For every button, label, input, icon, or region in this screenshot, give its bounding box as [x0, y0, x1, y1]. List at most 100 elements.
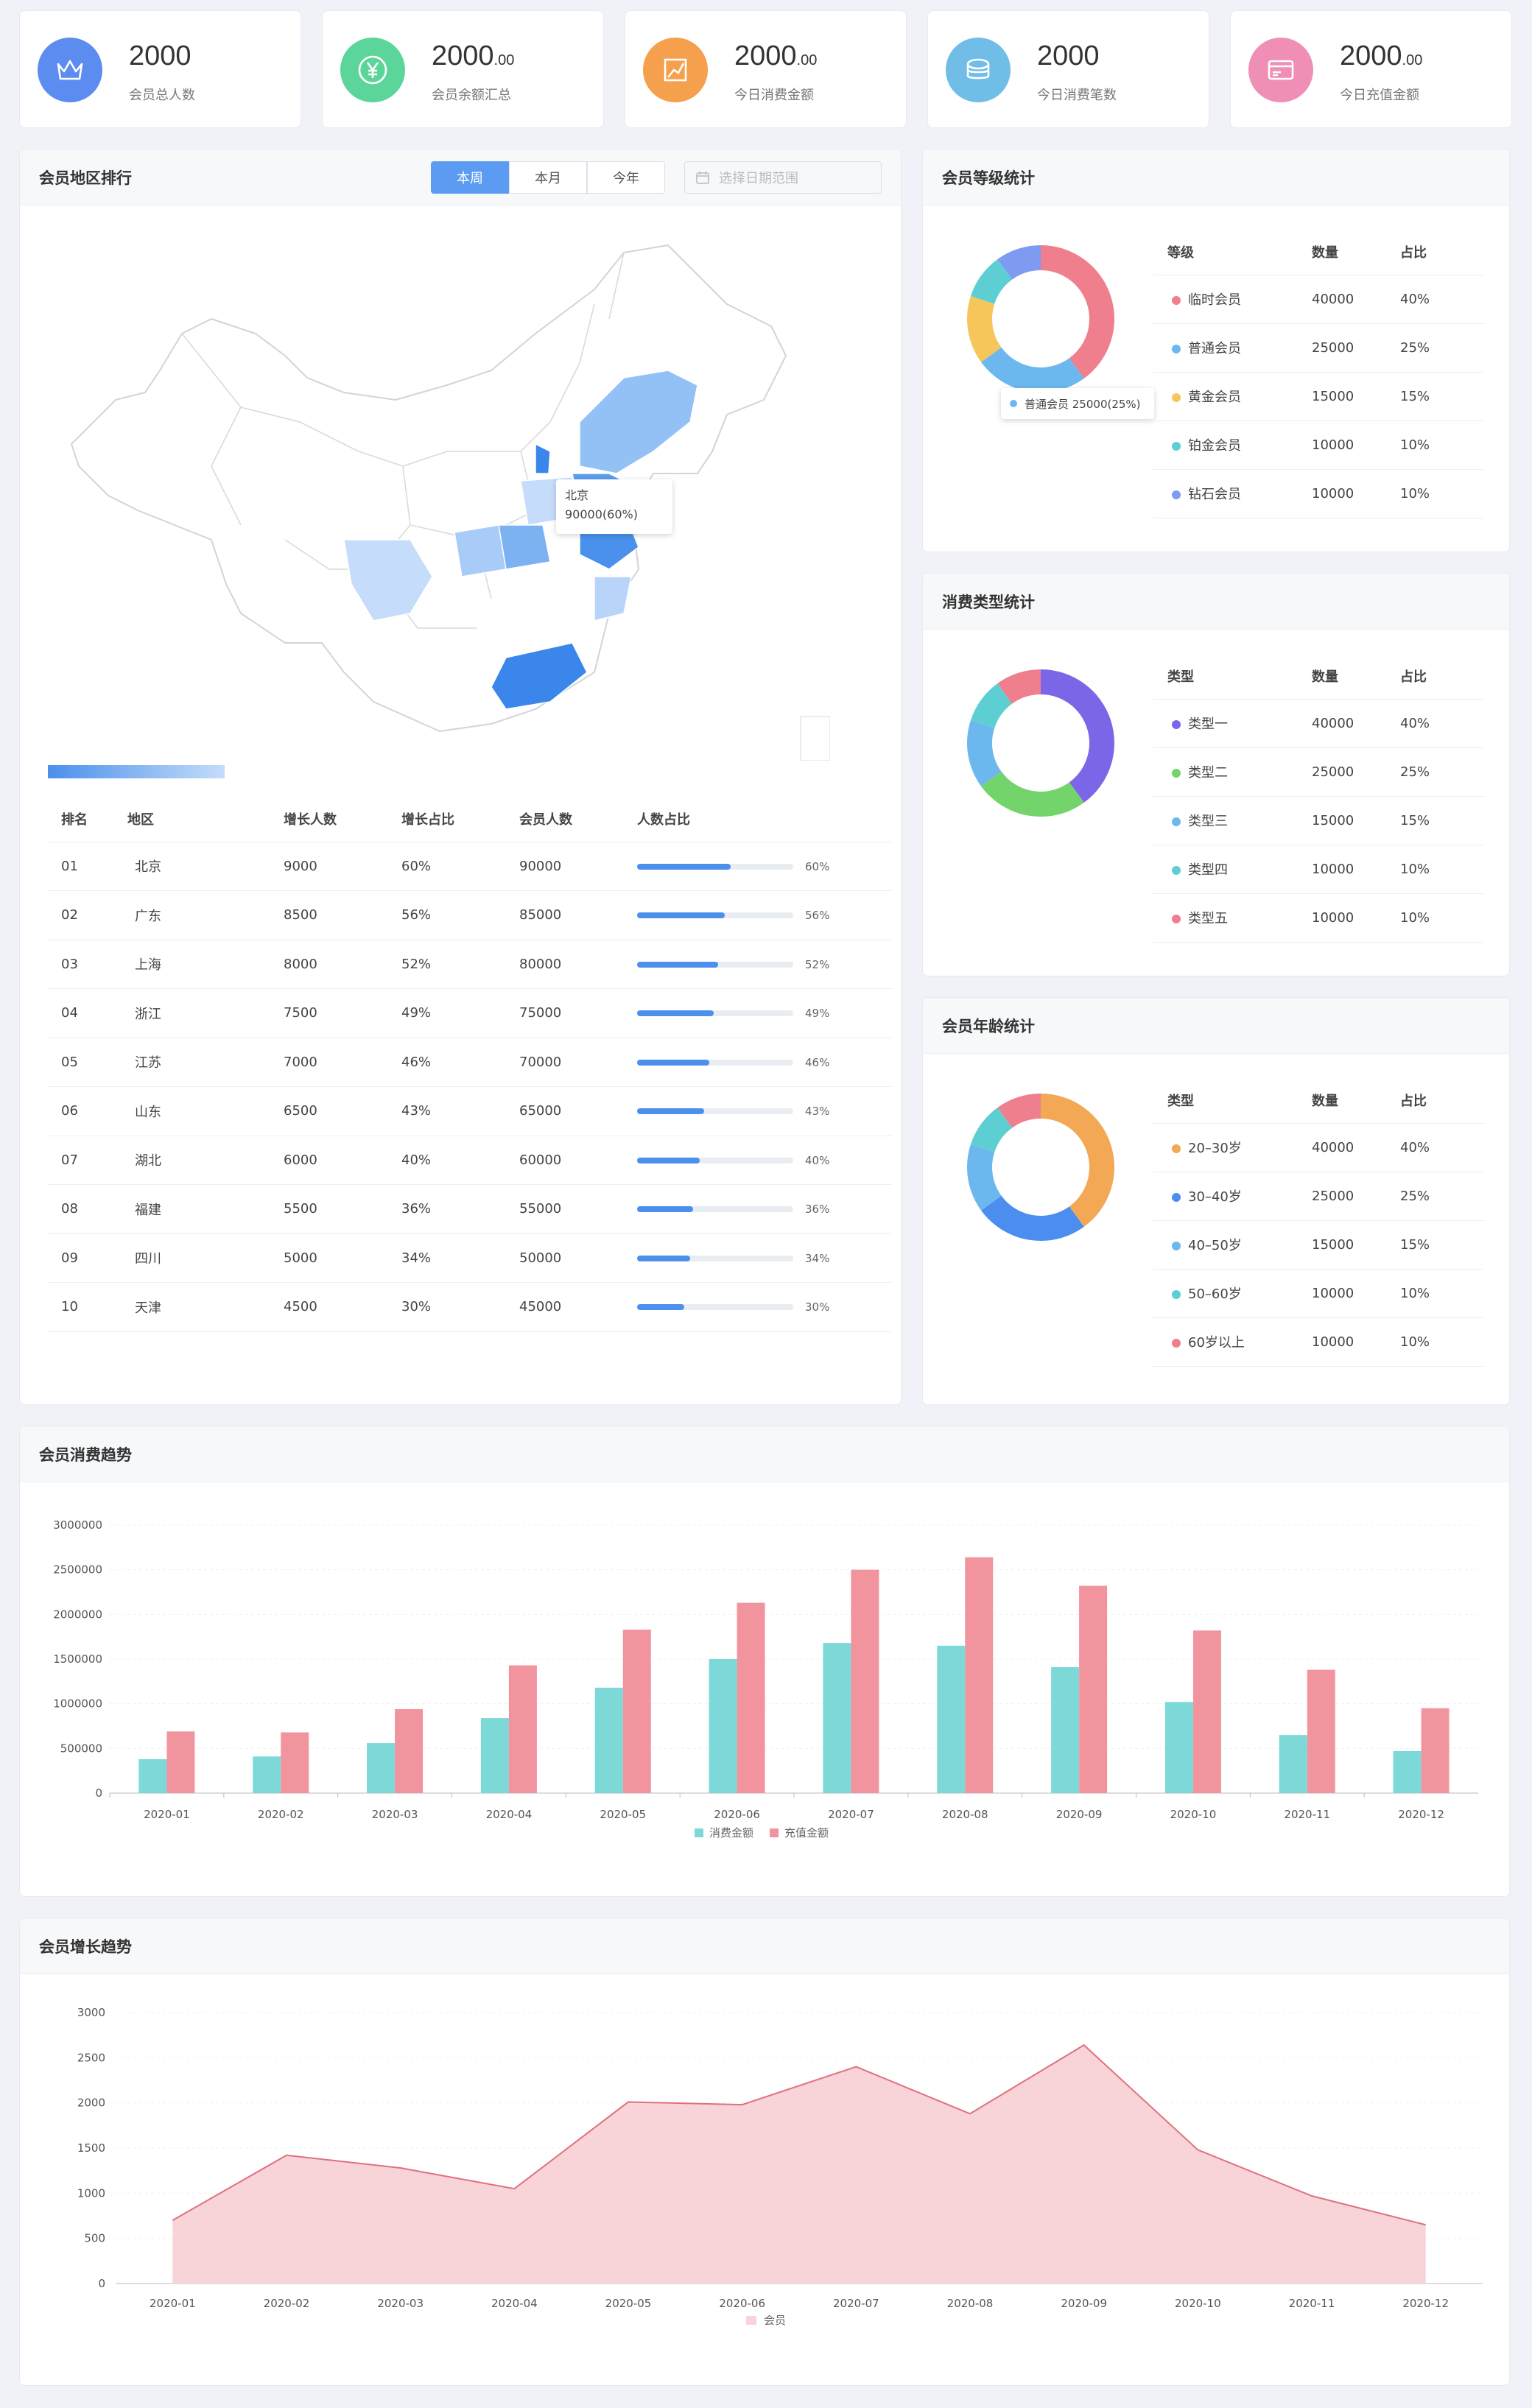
table-row[interactable]: 10 天津 4500 30% 45000 30%	[48, 1282, 892, 1332]
table-row[interactable]: 02 广东 8500 56% 85000 56%	[48, 890, 892, 940]
legend-row[interactable]: 40–50岁 15000 15%	[1153, 1220, 1484, 1270]
legend-row[interactable]: 50–60岁 10000 10%	[1153, 1269, 1484, 1318]
donut-slice[interactable]	[1041, 1094, 1114, 1227]
legend-row[interactable]: 铂金会员 10000 10%	[1153, 420, 1484, 470]
bar[interactable]	[1279, 1735, 1307, 1793]
legend-ratio: 10%	[1400, 1269, 1484, 1318]
progress-label: 36%	[805, 1203, 830, 1217]
tab-month[interactable]: 本月	[509, 161, 587, 194]
bar[interactable]	[937, 1645, 966, 1793]
x-tick-label: 2020-12	[1402, 2297, 1449, 2310]
bar[interactable]	[737, 1602, 765, 1793]
col-rank: 排名	[48, 796, 127, 842]
donut-slice[interactable]	[1041, 669, 1114, 803]
donut-slice[interactable]	[970, 1108, 1013, 1152]
legend-row[interactable]: 类型二 25000 25%	[1153, 747, 1484, 797]
legend-dot	[1172, 1193, 1181, 1202]
bar[interactable]	[1079, 1585, 1108, 1793]
progress-label: 46%	[805, 1055, 830, 1069]
table-row[interactable]: 08 福建 5500 36% 55000 36%	[48, 1184, 892, 1234]
bar[interactable]	[1164, 1702, 1193, 1793]
map-outline	[70, 244, 787, 733]
donut-slice[interactable]	[981, 347, 1084, 392]
donut-slice[interactable]	[997, 245, 1041, 280]
bar[interactable]	[1307, 1669, 1335, 1793]
donut-slice[interactable]	[997, 669, 1041, 704]
table-row[interactable]: 03 上海 8000 52% 80000 52%	[48, 940, 892, 989]
bar[interactable]	[508, 1665, 537, 1793]
bar[interactable]	[138, 1759, 167, 1793]
legend-row[interactable]: 类型三 15000 15%	[1153, 796, 1484, 845]
growth-area-chart[interactable]: 0 500 1000 1500 2000 2500 3000 2020-01 2020-02 20…	[20, 1974, 1511, 2384]
legend-label[interactable]: 充值金额	[784, 1826, 829, 1840]
donut-slice[interactable]	[981, 1195, 1084, 1241]
date-range-input[interactable]: 选择日期范围	[684, 161, 882, 194]
legend-swatch[interactable]	[695, 1828, 703, 1837]
legend-row[interactable]: 类型五 10000 10%	[1153, 893, 1484, 943]
bar[interactable]	[1393, 1750, 1422, 1793]
donut-slice[interactable]	[967, 296, 1002, 362]
legend-ratio: 40%	[1400, 275, 1484, 324]
bar[interactable]	[594, 1687, 623, 1793]
legend-row[interactable]: 普通会员 25000 25%	[1153, 323, 1484, 373]
bar[interactable]	[253, 1756, 281, 1793]
donut-slice[interactable]	[967, 1144, 1002, 1211]
stat-value: 2000	[129, 41, 192, 71]
map-inset-south-sea	[800, 716, 830, 761]
donut-chart[interactable]	[952, 655, 1129, 831]
map-visual-map-scale[interactable]	[48, 765, 225, 778]
legend-row[interactable]: 类型一 40000 40%	[1153, 699, 1484, 748]
legend-row[interactable]: 类型四 10000 10%	[1153, 845, 1484, 894]
legend-swatch[interactable]	[746, 2316, 756, 2325]
bar[interactable]	[965, 1557, 994, 1793]
legend-label[interactable]: 会员	[764, 2314, 786, 2327]
cell-region: 四川	[127, 1233, 284, 1283]
bar[interactable]	[823, 1643, 851, 1793]
bar[interactable]	[367, 1743, 396, 1793]
legend-name: 40–50岁	[1153, 1220, 1312, 1270]
y-tick-label: 2000000	[53, 1608, 102, 1621]
legend-label[interactable]: 消费金额	[709, 1826, 753, 1840]
donut-slice[interactable]	[970, 259, 1013, 304]
donut-slice[interactable]	[970, 683, 1013, 728]
cell-region: 江苏	[127, 1038, 284, 1087]
cell-region: 上海	[127, 940, 284, 989]
table-row[interactable]: 06 山东 6500 43% 65000 43%	[48, 1086, 892, 1136]
donut-slice[interactable]	[1041, 245, 1114, 379]
bar[interactable]	[709, 1659, 737, 1793]
card-title: 会员增长趋势	[20, 1918, 1509, 1974]
bar[interactable]	[1051, 1666, 1080, 1793]
table-row[interactable]: 09 四川 5000 34% 50000 34%	[48, 1233, 892, 1283]
bar[interactable]	[1192, 1630, 1221, 1793]
tab-year[interactable]: 今年	[587, 161, 665, 194]
bar[interactable]	[1421, 1708, 1450, 1793]
table-row[interactable]: 07 湖北 6000 40% 60000 40%	[48, 1136, 892, 1185]
tab-week[interactable]: 本周	[431, 161, 509, 194]
donut-chart[interactable]	[952, 230, 1129, 407]
donut-slice[interactable]	[997, 1094, 1041, 1128]
table-row[interactable]: 01 北京 9000 60% 90000 60%	[48, 842, 892, 891]
consume-bar-chart[interactable]: 0 500000 1000000 1500000 2000000 2500000 30000…	[20, 1482, 1511, 1895]
donut-chart[interactable]	[952, 1079, 1129, 1256]
legend-ratio: 10%	[1400, 1317, 1484, 1367]
legend-row[interactable]: 临时会员 40000 40%	[1153, 275, 1484, 324]
donut-slice[interactable]	[967, 720, 1002, 786]
donut-slice[interactable]	[981, 771, 1084, 817]
bar[interactable]	[395, 1708, 424, 1793]
china-map[interactable]	[64, 230, 830, 761]
bar[interactable]	[851, 1569, 879, 1793]
legend-swatch[interactable]	[770, 1828, 779, 1837]
table-row[interactable]: 04 浙江 7500 49% 75000 49%	[48, 988, 892, 1038]
series-line[interactable]	[172, 2043, 1426, 2226]
y-tick-label: 500	[84, 2232, 105, 2245]
bar[interactable]	[281, 1732, 309, 1793]
bar[interactable]	[622, 1629, 651, 1793]
legend-row[interactable]: 20–30岁 40000 40%	[1153, 1123, 1484, 1172]
legend-row[interactable]: 60岁以上 10000 10%	[1153, 1317, 1484, 1367]
legend-row[interactable]: 30–40岁 25000 25%	[1153, 1172, 1484, 1221]
table-row[interactable]: 05 江苏 7000 46% 70000 46%	[48, 1038, 892, 1087]
bar[interactable]	[166, 1731, 195, 1793]
legend-row[interactable]: 黄金会员 15000 15%	[1153, 372, 1484, 421]
bar[interactable]	[480, 1718, 509, 1793]
legend-row[interactable]: 钻石会员 10000 10%	[1153, 469, 1484, 518]
